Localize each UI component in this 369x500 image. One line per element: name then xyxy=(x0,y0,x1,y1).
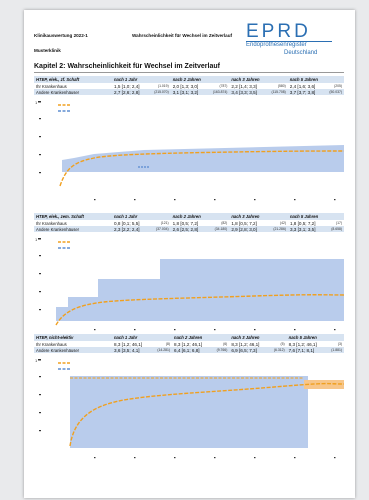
count-value: (163.874) xyxy=(212,89,228,94)
stats-table: HTEP, nicht-elektiv nach 1 Jahr nach 2 J… xyxy=(34,334,344,354)
eprd-logo: EPRD xyxy=(246,21,311,42)
rate-value: 1,8 [0,5; 7,2] xyxy=(231,220,257,226)
count-value: (1.019) xyxy=(157,83,169,88)
row-label: Andere Krankenhäuser xyxy=(34,347,112,354)
stats-table: HTEP, elek., zf. Schaft nach 1 Jahr nach… xyxy=(34,76,344,96)
survival-chart: 1 xyxy=(34,233,344,333)
rate-value: 0,8 [0,1; 5,5] xyxy=(114,220,140,226)
column-header: HTEP, elek., zem. Schaft xyxy=(34,213,112,221)
count-value: (82) xyxy=(221,220,228,225)
count-value: (215.070) xyxy=(154,89,169,94)
column-header: nach 5 Jahren xyxy=(287,76,344,84)
count-value: (6.312) xyxy=(273,347,285,352)
section-nicht-elektiv: HTEP, nicht-elektiv nach 1 Jahr nach 2 J… xyxy=(34,334,344,354)
count-value: (3) xyxy=(337,341,342,346)
svg-text:1: 1 xyxy=(35,100,38,105)
rate-value: 1,8 [0,5; 7,2] xyxy=(289,220,316,226)
survival-chart: 1 xyxy=(34,354,344,462)
table-row: Andere Krankenhäuser 2,7 [2,6; 2,8] (215.… xyxy=(34,89,344,96)
report-page: Klinikauswertung 2022-1 Wahrscheinlichke… xyxy=(24,10,355,498)
plot-nicht-elektiv: 1 xyxy=(34,354,344,462)
section-zf-schaft: HTEP, elek., zf. Schaft nach 1 Jahr nach… xyxy=(34,76,344,96)
logo-line1: Endoprothesenregister xyxy=(246,42,307,48)
count-value: (6) xyxy=(223,341,228,346)
row-label: Ihr Krankenhaus xyxy=(34,341,112,348)
column-header: HTEP, nicht-elektiv xyxy=(34,334,112,342)
column-header: nach 2 Jahren xyxy=(170,213,230,221)
rate-value: 1,8 [0,5; 7,2] xyxy=(172,220,199,226)
row-label: Ihr Krankenhaus xyxy=(34,83,112,90)
rate-value: 2,6 [2,5; 2,8] xyxy=(172,226,199,232)
count-value: (115.708) xyxy=(271,89,286,94)
column-header: nach 1 Jahr xyxy=(112,334,173,342)
count-value: (17) xyxy=(335,220,342,225)
rate-value: 3,6 [3,5; 4,1] xyxy=(114,347,140,353)
count-value: (8.658) xyxy=(331,226,342,231)
logo-line2: Deutschland xyxy=(284,50,318,56)
count-value: (205) xyxy=(334,83,342,88)
count-value: (580) xyxy=(277,83,286,88)
column-header: nach 3 Jahren xyxy=(229,334,287,342)
column-header: nach 5 Jahren xyxy=(286,334,344,342)
table-row: Ihr Krankenhaus 8,3 [1,2; 46,1] (8) 8,3 [… xyxy=(34,341,344,348)
row-label: Ihr Krankenhaus xyxy=(34,220,112,227)
count-value: (21.286) xyxy=(273,226,286,231)
svg-text:1: 1 xyxy=(35,358,38,363)
rate-value: 3,1 [3,1; 3,2] xyxy=(172,89,199,95)
svg-text:1: 1 xyxy=(35,237,38,242)
rate-value: 6,4 [6,1; 6,8] xyxy=(174,347,200,353)
rate-value: 2,9 [2,8; 3,0] xyxy=(231,226,257,232)
logo-divider xyxy=(246,41,332,42)
count-value: (787) xyxy=(219,83,228,88)
table-row: Ihr Krankenhaus 0,8 [0,1; 5,5] (121) 1,8 … xyxy=(34,220,344,227)
count-value: (1.881) xyxy=(331,347,342,352)
count-value: (50.037) xyxy=(329,89,342,94)
rate-value: 2,4 [1,6; 3,6] xyxy=(289,83,316,89)
row-label: Andere Krankenhäuser xyxy=(34,226,112,233)
rate-value: 8,3 [1,2; 46,1] xyxy=(114,341,143,347)
count-value: (14.281) xyxy=(157,347,171,352)
count-value: (9.766) xyxy=(216,347,228,352)
column-header: nach 3 Jahren xyxy=(229,213,288,221)
rate-value: 8,3 [1,2; 46,1] xyxy=(288,341,317,347)
report-title: Klinikauswertung 2022-1 xyxy=(34,33,88,38)
rate-value: 2,2 [1,4; 3,3] xyxy=(231,83,257,89)
rate-value: 1,5 [1,0; 2,4] xyxy=(114,83,140,89)
count-value: (37.004) xyxy=(156,226,169,231)
section-zem-schaft: HTEP, elek., zem. Schaft nach 1 Jahr nac… xyxy=(34,213,344,233)
table-row: Andere Krankenhäuser 2,3 [2,2; 2,4] (37.0… xyxy=(34,226,344,233)
column-header: nach 2 Jahren xyxy=(170,76,230,84)
row-label: Andere Krankenhäuser xyxy=(34,89,112,96)
column-header: HTEP, elek., zf. Schaft xyxy=(34,76,112,84)
report-subject: Wahrscheinlichkeit für Wechsel im Zeitve… xyxy=(132,33,233,38)
rate-value: 7,6 [7,1; 8,1] xyxy=(288,347,315,353)
rate-value: 3,3 [3,1; 3,5] xyxy=(289,226,316,232)
table-row: Andere Krankenhäuser 3,6 [3,5; 4,1] (14.2… xyxy=(34,347,344,354)
rate-value: 8,3 [1,2; 46,1] xyxy=(231,341,260,347)
clinic-name: Musterklinik xyxy=(34,48,61,53)
count-value: (34.180) xyxy=(214,226,228,231)
plot-zf-schaft: 1 xyxy=(34,96,344,204)
chapter-title: Kapitel 2: Wahrscheinlichkeit für Wechse… xyxy=(34,63,344,73)
rate-value: 3,7 [3,7; 3,8] xyxy=(289,89,316,95)
count-value: (5) xyxy=(280,341,285,346)
rate-value: 2,0 [1,3; 3,0] xyxy=(172,83,199,89)
column-header: nach 5 Jahren xyxy=(287,213,344,221)
table-row: Ihr Krankenhaus 1,5 [1,0; 2,4] (1.019) 2,… xyxy=(34,83,344,90)
plot-zem-schaft: 1 xyxy=(34,233,344,333)
rate-value: 2,7 [2,6; 2,8] xyxy=(114,89,140,95)
count-value: (121) xyxy=(160,220,169,225)
rate-value: 8,3 [1,2; 46,1] xyxy=(174,341,203,347)
count-value: (42) xyxy=(279,220,286,225)
count-value: (8) xyxy=(165,341,171,346)
column-header: nach 1 Jahr xyxy=(112,213,171,221)
column-header: nach 1 Jahr xyxy=(112,76,171,84)
rate-value: 3,4 [3,3; 3,5] xyxy=(231,89,257,95)
rate-value: 6,9 [6,5; 7,3] xyxy=(231,347,257,353)
column-header: nach 3 Jahren xyxy=(229,76,288,84)
survival-chart: 1 xyxy=(34,96,344,204)
column-header: nach 2 Jahren xyxy=(172,334,230,342)
rate-value: 2,3 [2,2; 2,4] xyxy=(114,226,140,232)
stats-table: HTEP, elek., zem. Schaft nach 1 Jahr nac… xyxy=(34,213,344,233)
